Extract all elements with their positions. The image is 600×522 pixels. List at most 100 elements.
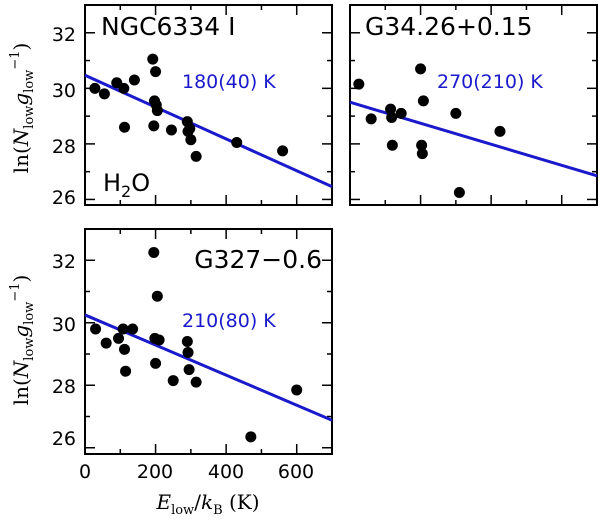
- molecule-label: H2O: [103, 169, 150, 201]
- y-tick-label: 28: [52, 376, 76, 398]
- y-tick-labels: 32 30 28 26: [52, 24, 76, 209]
- x-tick-label: 600: [278, 461, 314, 483]
- fit-line: [84, 73, 333, 189]
- x-axis-e: E: [155, 490, 171, 514]
- data-point: [100, 337, 112, 349]
- y-tick-label: 30: [52, 314, 76, 336]
- y-tick-label: 32: [52, 251, 76, 273]
- data-point: [120, 365, 132, 377]
- data-point: [415, 63, 427, 75]
- x-tick-label: 400: [208, 461, 244, 483]
- tick-marks: [84, 229, 332, 454]
- data-point: [416, 139, 428, 151]
- data-points: [90, 246, 303, 443]
- data-point: [151, 105, 163, 117]
- y-axis-sub-low: low: [22, 70, 37, 93]
- tick-marks: [84, 5, 332, 205]
- data-point: [416, 148, 428, 160]
- y-axis-n: N: [9, 127, 33, 147]
- tick-marks: [349, 5, 597, 205]
- x-tick-label: 200: [137, 461, 173, 483]
- data-point: [150, 66, 162, 78]
- data-point: [231, 137, 243, 148]
- panel-title: G327−0.6: [194, 245, 322, 274]
- data-point: [119, 121, 131, 133]
- data-points: [89, 53, 289, 162]
- x-tick-label: 0: [79, 461, 91, 483]
- data-point: [165, 124, 177, 136]
- y-tick-label: 26: [52, 187, 76, 209]
- y-axis-sub-low: low: [22, 302, 37, 325]
- data-point: [181, 336, 193, 347]
- data-point: [147, 53, 159, 65]
- data-point: [277, 145, 289, 157]
- plot-frame: [349, 4, 598, 206]
- x-axis-title: Elow/kB (K): [155, 490, 259, 518]
- data-point: [148, 120, 160, 132]
- data-point: [185, 134, 197, 146]
- data-point: [494, 125, 506, 137]
- data-point: [183, 364, 195, 376]
- molecule-main: H: [103, 169, 121, 197]
- x-axis-sub-low: low: [171, 503, 194, 518]
- y-axis-g: g: [9, 93, 33, 106]
- y-axis-title-bottom: ln(Nlowglow−1): [8, 275, 37, 406]
- y-axis-title-top: ln(Nlowglow−1): [8, 43, 37, 174]
- data-point: [119, 343, 131, 355]
- panel-title: G34.26+0.15: [365, 12, 533, 41]
- data-point: [89, 82, 101, 94]
- x-axis-unit: (K): [223, 490, 260, 514]
- data-point: [151, 290, 163, 302]
- panel-title: NGC6334 I: [101, 12, 235, 41]
- data-point: [190, 150, 202, 162]
- data-point: [182, 346, 194, 358]
- x-axis-slash: /: [194, 490, 201, 514]
- data-point: [190, 376, 202, 388]
- y-axis-prefix: ln(: [9, 378, 33, 405]
- y-axis-sub-low: low: [22, 106, 37, 129]
- fit-line-group: [84, 73, 333, 189]
- y-tick-labels: 32 30 28 26: [52, 251, 76, 450]
- plot-frame: [84, 4, 333, 206]
- temperature-label: 180(40) K: [182, 71, 276, 93]
- data-point: [118, 82, 130, 94]
- y-axis-suffix: ): [9, 275, 33, 283]
- panel-g34-26: G34.26+0.15 270(210) K: [349, 4, 598, 206]
- data-point: [385, 103, 397, 115]
- y-axis-superscript: −1: [8, 50, 23, 69]
- data-points: [353, 63, 506, 198]
- data-point: [291, 384, 303, 396]
- data-point: [167, 375, 179, 387]
- molecule-subscript: 2: [121, 182, 131, 201]
- data-point: [98, 88, 110, 100]
- data-point: [386, 139, 398, 151]
- data-point: [450, 107, 462, 119]
- plot-frame: [84, 228, 333, 455]
- y-tick-label: 32: [52, 24, 76, 46]
- x-axis-k: k: [201, 490, 213, 514]
- y-axis-suffix: ): [9, 43, 33, 51]
- data-point: [417, 95, 429, 107]
- x-axis-sub-b: B: [213, 503, 223, 518]
- y-axis-sub-low: low: [22, 338, 37, 361]
- y-tick-label: 30: [52, 80, 76, 102]
- data-point: [184, 123, 196, 135]
- x-tick-labels: 0 200 400 600: [79, 461, 314, 483]
- data-point: [365, 113, 377, 125]
- panel-g327-0-6: G327−0.6 210(80) K 32 30 28 26 0 200 400…: [52, 228, 333, 483]
- data-point: [395, 107, 407, 119]
- molecule-tail: O: [131, 169, 150, 197]
- data-point: [117, 323, 129, 335]
- y-tick-label: 28: [52, 136, 76, 158]
- y-axis-superscript: −1: [8, 282, 23, 301]
- y-axis-g: g: [9, 325, 33, 338]
- data-point: [386, 112, 398, 123]
- data-point: [453, 187, 465, 198]
- data-point: [113, 332, 125, 344]
- y-axis-prefix: ln(: [9, 146, 33, 173]
- y-tick-label: 26: [52, 428, 76, 450]
- data-point: [127, 323, 139, 335]
- y-axis-n: N: [9, 359, 33, 379]
- panel-ngc6334-i: NGC6334 I 180(40) K H2O 32 30 28 26: [52, 4, 333, 209]
